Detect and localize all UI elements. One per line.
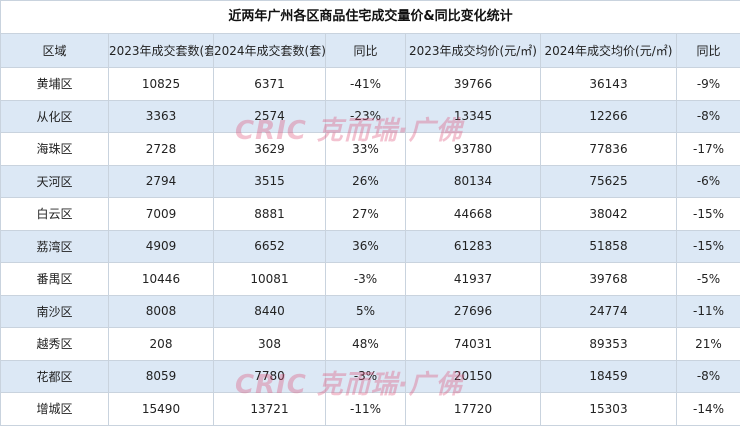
- value-cell: -17%: [677, 133, 740, 166]
- district-cell: 增城区: [1, 393, 109, 426]
- value-cell: 15303: [541, 393, 677, 426]
- value-cell: 8881: [214, 198, 326, 231]
- value-cell: -3%: [326, 360, 406, 393]
- value-cell: 93780: [406, 133, 541, 166]
- value-cell: 308: [214, 328, 326, 361]
- value-cell: 3363: [109, 100, 214, 133]
- value-cell: 24774: [541, 295, 677, 328]
- value-cell: 75625: [541, 165, 677, 198]
- column-header: 2023年成交套数(套): [109, 34, 214, 68]
- value-cell: 17720: [406, 393, 541, 426]
- value-cell: 8440: [214, 295, 326, 328]
- value-cell: 48%: [326, 328, 406, 361]
- value-cell: 38042: [541, 198, 677, 231]
- district-cell: 越秀区: [1, 328, 109, 361]
- value-cell: 3515: [214, 165, 326, 198]
- value-cell: 13345: [406, 100, 541, 133]
- value-cell: 10825: [109, 68, 214, 101]
- value-cell: 27%: [326, 198, 406, 231]
- value-cell: 27696: [406, 295, 541, 328]
- district-cell: 南沙区: [1, 295, 109, 328]
- value-cell: 26%: [326, 165, 406, 198]
- value-cell: -8%: [677, 100, 740, 133]
- value-cell: 4909: [109, 230, 214, 263]
- district-cell: 黄埔区: [1, 68, 109, 101]
- value-cell: 12266: [541, 100, 677, 133]
- value-cell: 18459: [541, 360, 677, 393]
- table-title: 近两年广州各区商品住宅成交量价&同比变化统计: [0, 0, 740, 33]
- value-cell: 20150: [406, 360, 541, 393]
- value-cell: 36%: [326, 230, 406, 263]
- value-cell: 39768: [541, 263, 677, 296]
- value-cell: 15490: [109, 393, 214, 426]
- column-header: 同比: [677, 34, 740, 68]
- value-cell: 2728: [109, 133, 214, 166]
- district-cell: 荔湾区: [1, 230, 109, 263]
- value-cell: -11%: [677, 295, 740, 328]
- district-cell: 海珠区: [1, 133, 109, 166]
- column-header: 区域: [1, 34, 109, 68]
- value-cell: -8%: [677, 360, 740, 393]
- value-cell: 6371: [214, 68, 326, 101]
- value-cell: 10081: [214, 263, 326, 296]
- value-cell: 36143: [541, 68, 677, 101]
- district-cell: 番禺区: [1, 263, 109, 296]
- district-cell: 白云区: [1, 198, 109, 231]
- district-cell: 天河区: [1, 165, 109, 198]
- value-cell: 8008: [109, 295, 214, 328]
- value-cell: 2574: [214, 100, 326, 133]
- district-cell: 花都区: [1, 360, 109, 393]
- value-cell: -14%: [677, 393, 740, 426]
- value-cell: 77836: [541, 133, 677, 166]
- column-header: 2023年成交均价(元/㎡): [406, 34, 541, 68]
- value-cell: 39766: [406, 68, 541, 101]
- value-cell: 2794: [109, 165, 214, 198]
- value-cell: 3629: [214, 133, 326, 166]
- column-header: 同比: [326, 34, 406, 68]
- column-header: 2024年成交套数(套): [214, 34, 326, 68]
- value-cell: 80134: [406, 165, 541, 198]
- value-cell: 89353: [541, 328, 677, 361]
- value-cell: 7009: [109, 198, 214, 231]
- value-cell: 51858: [541, 230, 677, 263]
- value-cell: 10446: [109, 263, 214, 296]
- value-cell: -5%: [677, 263, 740, 296]
- value-cell: -3%: [326, 263, 406, 296]
- value-cell: 74031: [406, 328, 541, 361]
- value-cell: 61283: [406, 230, 541, 263]
- value-cell: -41%: [326, 68, 406, 101]
- value-cell: 7780: [214, 360, 326, 393]
- column-header: 2024年成交均价(元/㎡): [541, 34, 677, 68]
- value-cell: -9%: [677, 68, 740, 101]
- district-cell: 从化区: [1, 100, 109, 133]
- value-cell: 41937: [406, 263, 541, 296]
- value-cell: -6%: [677, 165, 740, 198]
- value-cell: -23%: [326, 100, 406, 133]
- value-cell: 5%: [326, 295, 406, 328]
- value-cell: 13721: [214, 393, 326, 426]
- value-cell: -15%: [677, 230, 740, 263]
- value-cell: 6652: [214, 230, 326, 263]
- value-cell: 33%: [326, 133, 406, 166]
- value-cell: -15%: [677, 198, 740, 231]
- value-cell: 208: [109, 328, 214, 361]
- value-cell: -11%: [326, 393, 406, 426]
- value-cell: 8059: [109, 360, 214, 393]
- value-cell: 44668: [406, 198, 541, 231]
- value-cell: 21%: [677, 328, 740, 361]
